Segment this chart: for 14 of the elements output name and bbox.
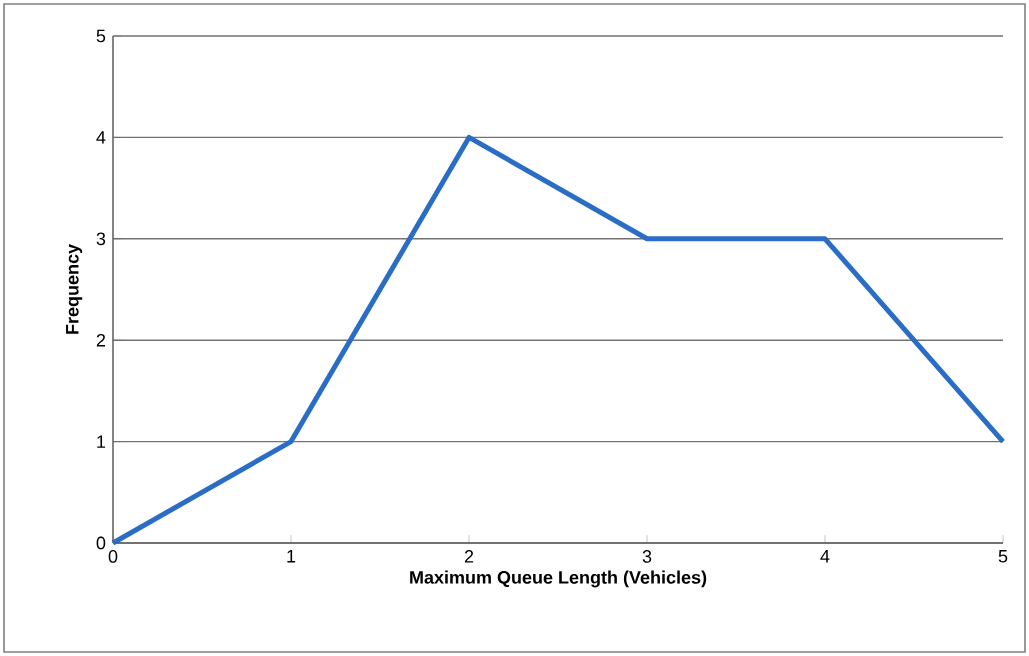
- y-axis-title: Frequency: [66, 244, 83, 334]
- y-tick-label: 3: [96, 232, 106, 246]
- x-tick-label: 3: [642, 550, 652, 563]
- y-tick-label: 4: [96, 131, 106, 144]
- x-tick-label: 5: [998, 550, 1008, 563]
- y-tick-label: 5: [96, 29, 106, 43]
- x-tick-label: 1: [287, 550, 296, 563]
- x-tick-label: 0: [108, 550, 118, 563]
- y-tick-label: 1: [97, 435, 106, 448]
- y-tick-label: 0: [96, 536, 106, 550]
- y-tick-label: 2: [96, 333, 106, 347]
- x-tick-label: 2: [464, 550, 474, 563]
- x-tick-label: 4: [820, 550, 830, 563]
- x-axis-title: Maximum Queue Length (Vehicles): [410, 570, 707, 588]
